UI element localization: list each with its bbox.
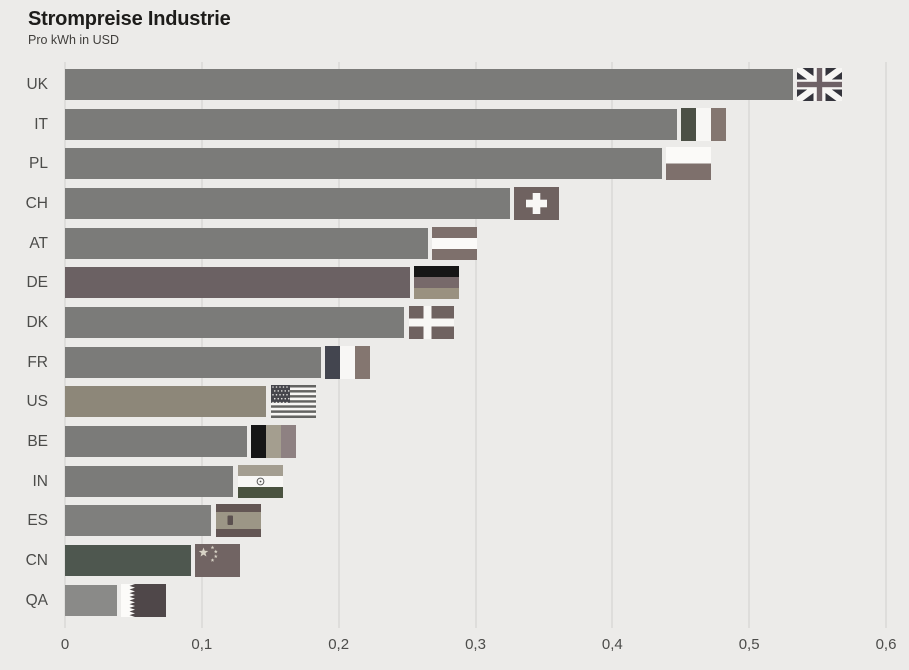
x-tick-label: 0,3: [465, 636, 486, 653]
flag-dk-icon: [408, 305, 454, 339]
gridline: [337, 62, 340, 628]
bar-dk: [65, 306, 405, 338]
bar-de: [65, 267, 410, 299]
gridline: [64, 62, 66, 628]
flag-it-icon: [681, 107, 727, 141]
bar-row-at: AT: [0, 226, 909, 260]
gridline: [748, 62, 751, 628]
x-tick-label: 0,2: [328, 636, 350, 653]
flag-us-icon: [270, 385, 316, 419]
country-label: UK: [26, 76, 48, 93]
bar-us: [65, 386, 267, 418]
country-label: IN: [32, 472, 49, 490]
gridline: [474, 62, 477, 628]
chart-subtitle: Pro kWh in USD: [28, 33, 119, 47]
country-label: BE: [27, 432, 48, 450]
bar-row-es: ES: [0, 504, 909, 538]
flag-be-icon: [251, 424, 297, 458]
flag-at-icon: [432, 226, 478, 260]
country-label: AT: [29, 234, 48, 252]
bar-pl: [65, 148, 662, 180]
bar-in: [65, 465, 234, 497]
x-tick-label: 0: [60, 636, 70, 653]
bar-row-fr: FR: [0, 345, 909, 379]
bar-it: [65, 108, 677, 140]
country-label: IT: [34, 115, 48, 133]
bar-qa: [65, 584, 117, 616]
bar-row-de: DE: [0, 266, 909, 300]
country-label: CN: [25, 551, 48, 569]
country-label: QA: [25, 591, 48, 609]
bar-row-cn: CN: [0, 543, 909, 577]
x-tick-label: 0,6: [875, 636, 897, 653]
bar-row-in: IN: [0, 464, 909, 498]
bar-row-uk: UK: [0, 68, 909, 101]
country-label: US: [26, 393, 48, 411]
bar-cn: [65, 544, 191, 576]
flag-fr-icon: [325, 345, 371, 379]
flag-uk-icon: [797, 68, 843, 101]
bar-row-us: US: [0, 385, 909, 419]
flag-pl-icon: [666, 147, 712, 181]
flag-in-icon: [237, 464, 283, 498]
gridline: [611, 62, 614, 628]
x-tick-label: 0,5: [738, 636, 760, 653]
bar-row-it: IT: [0, 107, 909, 141]
country-label: DE: [26, 274, 48, 292]
country-label: DK: [26, 313, 48, 331]
gridline: [200, 62, 203, 628]
bar-row-dk: DK: [0, 305, 909, 339]
bar-es: [65, 505, 212, 537]
flag-cn-icon: [195, 543, 241, 577]
bar-fr: [65, 346, 321, 378]
bar-at: [65, 227, 428, 259]
bar-be: [65, 425, 247, 457]
bar-uk: [65, 69, 793, 100]
country-label: ES: [27, 512, 48, 530]
flag-es-icon: [215, 504, 261, 538]
bar-row-pl: PL: [0, 147, 909, 181]
bar-row-ch: CH: [0, 186, 909, 220]
country-label: PL: [29, 155, 48, 173]
flag-ch-icon: [514, 186, 560, 220]
country-label: CH: [25, 194, 48, 212]
gridline: [885, 62, 887, 628]
bar-row-be: BE: [0, 424, 909, 458]
country-label: FR: [27, 353, 48, 371]
x-tick-label: 0,4: [601, 636, 623, 653]
flag-qa-icon: [121, 583, 167, 617]
chart-title: Strompreise Industrie: [28, 8, 231, 30]
flag-de-icon: [414, 266, 460, 300]
x-tick-label: 0,1: [191, 636, 213, 653]
bar-row-qa: QA: [0, 583, 909, 617]
bar-ch: [65, 187, 510, 219]
